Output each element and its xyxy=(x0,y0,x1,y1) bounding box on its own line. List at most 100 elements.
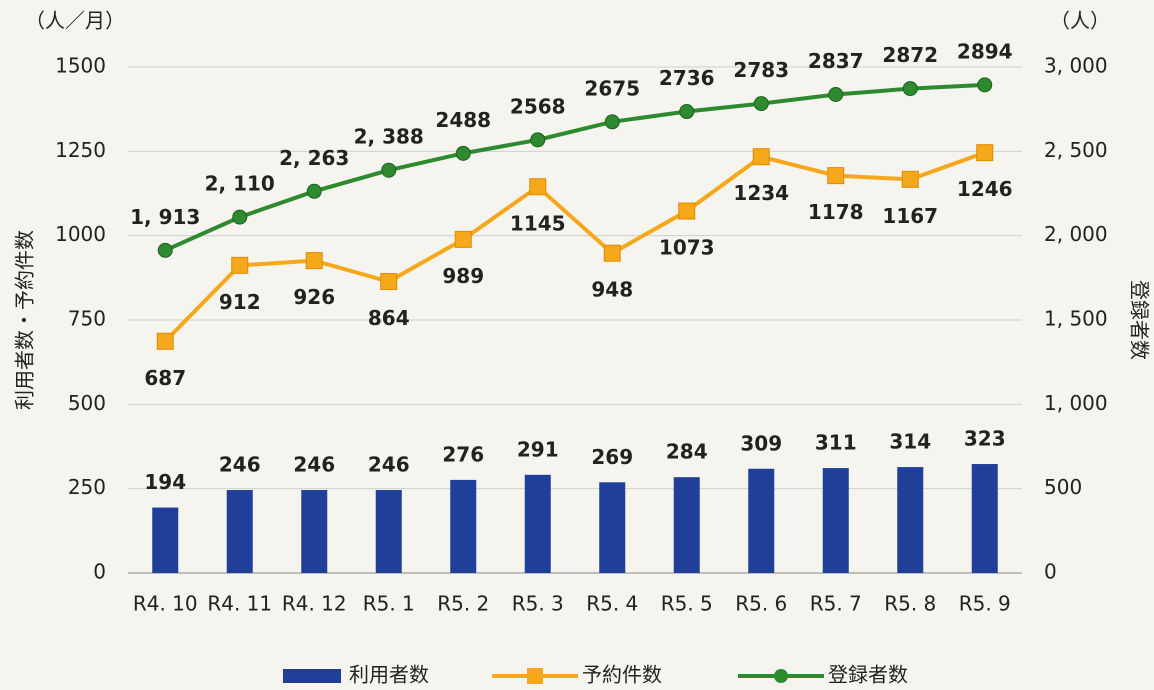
marker xyxy=(604,114,620,130)
y-unit: （人／月） xyxy=(25,9,125,33)
point-label: 1246 xyxy=(957,177,1013,201)
legend-label: 利用者数 xyxy=(349,663,429,687)
y-tick-label: 1250 xyxy=(55,138,106,162)
bar xyxy=(226,490,253,573)
marker xyxy=(752,148,770,166)
y-tick-label: 250 xyxy=(68,475,106,499)
point-label: 2675 xyxy=(584,76,640,100)
legend-marker xyxy=(774,669,788,683)
y2-tick-label: 0 xyxy=(1044,560,1057,584)
marker xyxy=(976,144,994,162)
bar xyxy=(673,477,700,573)
point-label: 2837 xyxy=(808,49,864,73)
point-label: 1, 913 xyxy=(130,205,200,229)
y-tick-label: 1000 xyxy=(55,222,106,246)
point-label: 1234 xyxy=(733,181,789,205)
line xyxy=(164,82,985,253)
bar xyxy=(524,474,551,573)
bar-label: 314 xyxy=(889,430,931,454)
point-label: 1145 xyxy=(510,211,566,235)
marker xyxy=(454,230,472,248)
line xyxy=(163,150,986,343)
bar xyxy=(301,490,328,573)
bar-label: 323 xyxy=(964,427,1006,451)
marker xyxy=(232,209,248,225)
point-label: 687 xyxy=(144,366,186,390)
bar xyxy=(599,482,626,573)
y2-tick-label: 2, 000 xyxy=(1044,222,1108,246)
bar-label: 284 xyxy=(666,440,708,464)
y2-tick-label: 1, 500 xyxy=(1044,307,1108,331)
bar xyxy=(152,507,179,573)
x-tick-label: R4. 11 xyxy=(207,592,272,616)
legend-label: 登録者数 xyxy=(828,663,908,687)
marker xyxy=(156,332,174,350)
marker xyxy=(902,81,918,97)
marker xyxy=(679,104,695,120)
bar xyxy=(897,467,924,573)
y2-unit: （人） xyxy=(1050,9,1110,33)
bar-label: 276 xyxy=(442,442,484,466)
marker xyxy=(305,252,323,270)
y2-tick-label: 2, 500 xyxy=(1044,138,1108,162)
point-label: 2736 xyxy=(659,66,715,90)
x-tick-label: R5. 8 xyxy=(884,592,936,616)
y-tick-label: 0 xyxy=(93,560,106,584)
x-tick-label: R5. 4 xyxy=(586,592,638,616)
marker xyxy=(828,86,844,102)
point-label: 864 xyxy=(368,306,410,330)
marker xyxy=(827,167,845,185)
point-label: 2, 388 xyxy=(354,125,424,149)
y-axis-label: 利用者数・予約件数 xyxy=(13,230,37,410)
point-label: 2783 xyxy=(733,58,789,82)
x-tick-label: R5. 3 xyxy=(512,592,564,616)
point-label: 2894 xyxy=(957,39,1013,63)
point-label: 1178 xyxy=(808,200,864,224)
y2-tick-label: 3, 000 xyxy=(1044,54,1108,78)
legend-swatch xyxy=(283,669,341,683)
marker xyxy=(753,96,769,112)
point-label: 2488 xyxy=(435,108,491,132)
point-label: 2872 xyxy=(882,43,938,67)
y2-tick-label: 1, 000 xyxy=(1044,391,1108,415)
marker xyxy=(157,242,173,258)
bar xyxy=(748,468,775,573)
point-label: 1073 xyxy=(659,236,715,260)
bar-label: 291 xyxy=(517,437,559,461)
x-tick-label: R4. 12 xyxy=(282,592,347,616)
marker xyxy=(977,77,993,93)
x-tick-label: R4. 10 xyxy=(133,592,198,616)
y-tick-label: 1500 xyxy=(55,54,106,78)
x-tick-label: R5. 7 xyxy=(810,592,862,616)
x-tick-label: R5. 1 xyxy=(363,592,415,616)
point-label: 2, 110 xyxy=(205,172,275,196)
marker xyxy=(381,162,397,178)
bar-label: 269 xyxy=(591,445,633,469)
point-label: 948 xyxy=(591,278,633,302)
bar-label: 246 xyxy=(293,453,335,477)
point-label: 926 xyxy=(293,285,335,309)
bar-label: 246 xyxy=(219,453,261,477)
x-tick-label: R5. 9 xyxy=(959,592,1011,616)
bar-label: 246 xyxy=(368,453,410,477)
point-label: 2568 xyxy=(510,94,566,118)
bar xyxy=(375,490,402,573)
bar xyxy=(450,479,477,573)
point-label: 2, 263 xyxy=(279,146,349,170)
legend-marker xyxy=(527,668,543,684)
point-label: 989 xyxy=(442,264,484,288)
marker xyxy=(231,256,249,274)
y-tick-label: 750 xyxy=(68,307,106,331)
marker xyxy=(901,170,919,188)
marker xyxy=(603,244,621,262)
marker xyxy=(306,183,322,199)
bar xyxy=(971,464,998,573)
marker xyxy=(529,178,547,196)
legend-label: 予約件数 xyxy=(582,663,662,687)
x-tick-label: R5. 2 xyxy=(437,592,489,616)
x-tick-label: R5. 5 xyxy=(661,592,713,616)
bar-label: 309 xyxy=(740,431,782,455)
marker xyxy=(678,202,696,220)
